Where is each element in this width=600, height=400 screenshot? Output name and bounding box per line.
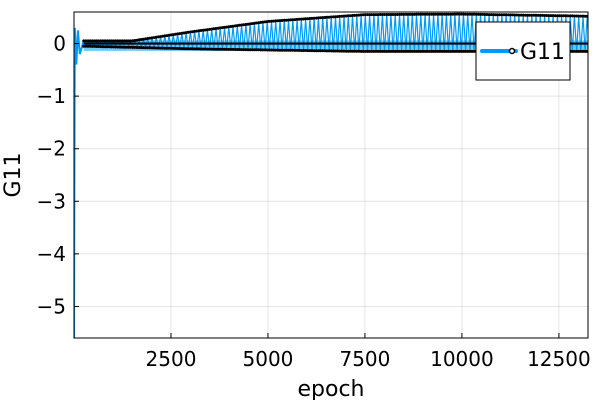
x-tick-label: 7500 [339, 347, 390, 371]
y-axis-label: G11 [1, 152, 26, 197]
series-g11-transient [74, 27, 85, 338]
y-tick-label: −3 [37, 189, 66, 213]
series-g11-dense-band [83, 40, 588, 51]
x-axis-label: epoch [298, 377, 365, 400]
x-tick-label: 2500 [146, 347, 197, 371]
legend: G11 [475, 21, 571, 81]
y-tick-label: −4 [37, 242, 66, 266]
ticks: 2500 5000 7500 10000 12500 0 −1 −2 −3 −4 −5 [37, 32, 591, 371]
plot-frame [73, 11, 589, 339]
x-tick-label: 10000 [430, 347, 494, 371]
legend-marker [508, 47, 516, 55]
x-tick-label: 12500 [527, 347, 591, 371]
x-tick-label: 5000 [243, 347, 294, 371]
y-tick-label: −2 [37, 137, 66, 161]
y-tick-label: 0 [53, 32, 66, 56]
y-tick-label: −5 [37, 294, 66, 318]
y-tick-label: −1 [37, 84, 66, 108]
legend-entry-label: G11 [520, 40, 565, 65]
